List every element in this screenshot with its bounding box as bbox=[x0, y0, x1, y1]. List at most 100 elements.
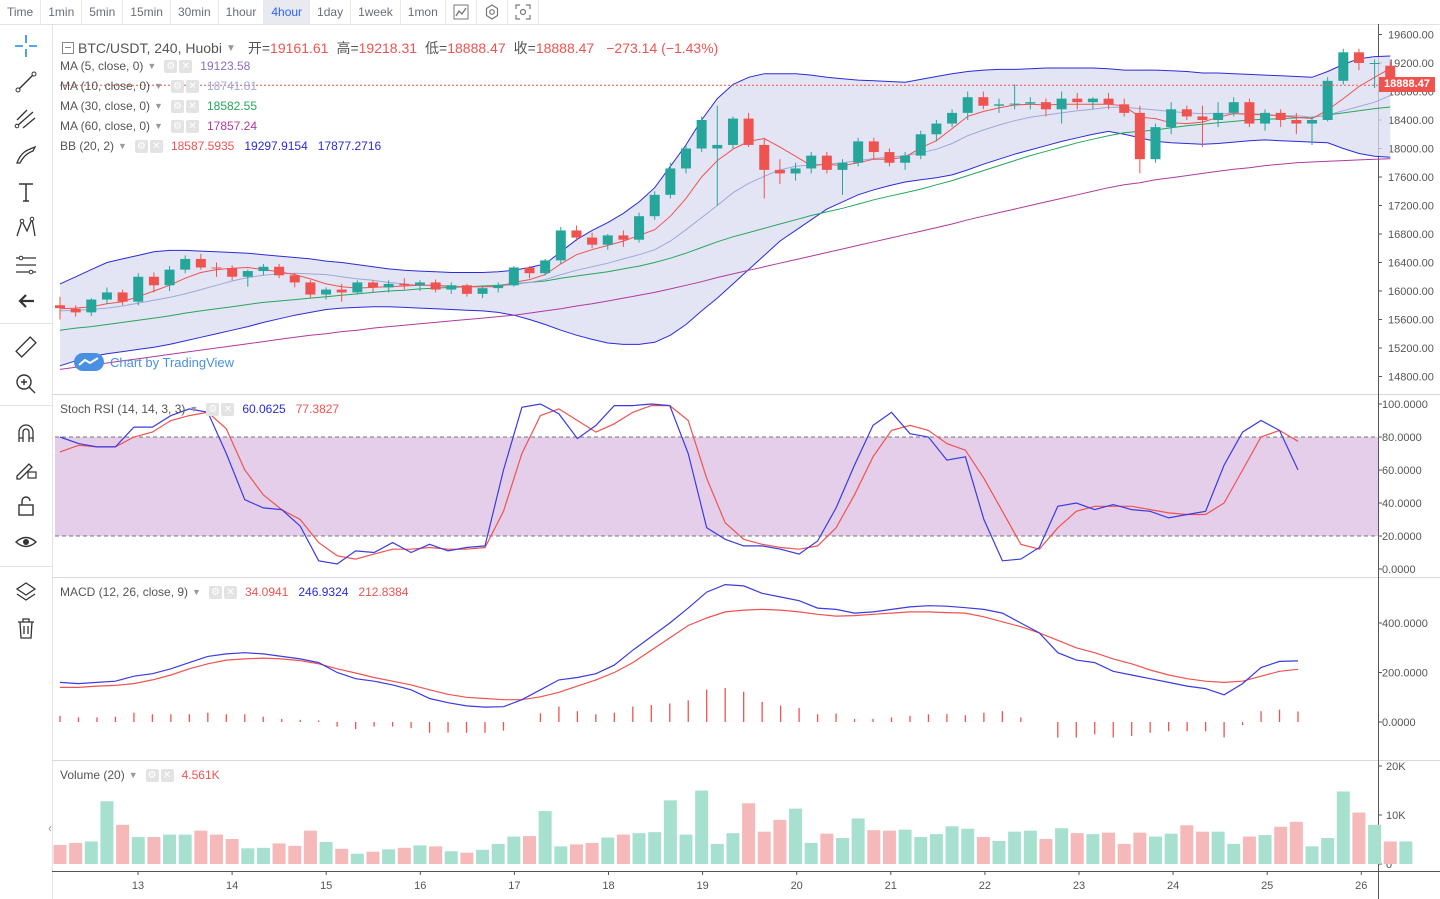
trash-tool[interactable] bbox=[10, 612, 42, 644]
zoom-tool[interactable] bbox=[10, 368, 42, 400]
scroll-left-icon[interactable]: ‹ bbox=[48, 821, 52, 835]
close-icon[interactable]: ✕ bbox=[185, 99, 199, 113]
gear-icon[interactable]: ⚙ bbox=[145, 768, 159, 782]
pattern-tool[interactable] bbox=[10, 212, 42, 244]
stoch-tick-label: 60.0000 bbox=[1382, 465, 1422, 477]
tf-1mon[interactable]: 1mon bbox=[401, 0, 446, 24]
fib-tool[interactable] bbox=[10, 249, 42, 281]
volume-bar bbox=[1352, 812, 1366, 864]
tf-15min[interactable]: 15min bbox=[123, 0, 171, 24]
tf-5min[interactable]: 5min bbox=[82, 0, 124, 24]
gear-icon[interactable]: ⚙ bbox=[164, 59, 178, 73]
tf-1min[interactable]: 1min bbox=[41, 0, 83, 24]
volume-bar bbox=[976, 837, 990, 864]
volume-bar bbox=[69, 842, 83, 864]
crosshair-tool[interactable] bbox=[10, 30, 42, 62]
tf-30min[interactable]: 30min bbox=[171, 0, 219, 24]
legend-stoch[interactable]: Stoch RSI (14, 14, 3, 3) ▼ ⚙ ✕ 60.0625 77.… bbox=[60, 402, 339, 416]
gear-icon[interactable]: ⚙ bbox=[170, 79, 184, 93]
volume-bar bbox=[1117, 843, 1131, 864]
layers-tool[interactable] bbox=[10, 576, 42, 608]
price-tick-label: 19600.00 bbox=[1388, 30, 1434, 42]
text-tool[interactable] bbox=[10, 176, 42, 208]
legend-ma5[interactable]: MA (5, close, 0) ▼ ⚙ ✕ 19123.58 bbox=[60, 59, 250, 73]
gear-icon[interactable]: ⚙ bbox=[134, 139, 148, 153]
close-icon[interactable]: ✕ bbox=[185, 119, 199, 133]
eye-tool[interactable] bbox=[10, 526, 42, 558]
close-icon[interactable]: ✕ bbox=[179, 59, 193, 73]
candle-body bbox=[649, 194, 660, 217]
legend-macd[interactable]: MACD (12, 26, close, 9) ▼ ⚙ ✕ 34.0941 246.… bbox=[60, 585, 408, 599]
caret-icon[interactable]: ▼ bbox=[118, 141, 127, 151]
candle-body bbox=[540, 260, 551, 274]
volume-tick-label: 20K bbox=[1386, 761, 1406, 773]
pitchfork-tool[interactable] bbox=[10, 103, 42, 135]
candle-body bbox=[1338, 52, 1349, 81]
close-icon[interactable]: ✕ bbox=[223, 585, 237, 599]
candle-body bbox=[242, 271, 253, 277]
caret-icon[interactable]: ▼ bbox=[147, 61, 157, 71]
candle-body bbox=[681, 148, 691, 169]
candle-body bbox=[727, 118, 738, 145]
gear-icon[interactable]: ⚙ bbox=[206, 402, 220, 416]
caret-icon[interactable]: ▼ bbox=[128, 770, 138, 780]
legend-ma30[interactable]: MA (30, close, 0) ▼ ⚙ ✕ 18582.55 bbox=[60, 99, 257, 113]
candle-body bbox=[1385, 65, 1396, 86]
close-icon[interactable]: ✕ bbox=[160, 768, 174, 782]
unlock-tool[interactable] bbox=[10, 490, 42, 522]
tf-4hour[interactable]: 4hour bbox=[264, 0, 311, 24]
ma60-line bbox=[59, 158, 1391, 370]
candle-body bbox=[1307, 120, 1317, 124]
brush-tool[interactable] bbox=[10, 139, 42, 171]
screenshot-button[interactable] bbox=[508, 0, 539, 24]
candle-body bbox=[55, 305, 65, 309]
ruler-tool[interactable] bbox=[10, 331, 42, 363]
back-tool[interactable] bbox=[10, 285, 42, 317]
gear-icon[interactable]: ⚙ bbox=[170, 99, 184, 113]
bb-lower-line bbox=[59, 130, 1391, 367]
symbol-caret-icon[interactable]: ▼ bbox=[225, 42, 236, 54]
indicators-button[interactable] bbox=[446, 0, 477, 24]
date-tick-label: 16 bbox=[414, 880, 426, 892]
symbol-label[interactable]: BTC/USDT, 240, Huobi bbox=[78, 40, 222, 56]
volume-bar bbox=[335, 848, 349, 864]
legend-volume[interactable]: Volume (20) ▼ ⚙ ✕ 4.561K bbox=[60, 768, 220, 782]
legend-ma60[interactable]: MA (60, close, 0) ▼ ⚙ ✕ 17857.24 bbox=[60, 119, 257, 133]
legend-bb[interactable]: BB (20, 2) ▼ ⚙ ✕ 18587.5935 19297.9154 178… bbox=[60, 139, 381, 153]
caret-icon[interactable]: ▼ bbox=[154, 101, 163, 111]
candle-body bbox=[1244, 102, 1255, 124]
volume-tick-label: 0 bbox=[1386, 859, 1392, 871]
volume-bar bbox=[100, 801, 114, 864]
tf-1day[interactable]: 1day bbox=[310, 0, 352, 24]
macd-tick-label: 200.0000 bbox=[1382, 668, 1428, 680]
volume-tick-label: 10K bbox=[1386, 810, 1406, 822]
volume-bar bbox=[710, 843, 724, 864]
caret-icon[interactable]: ▼ bbox=[192, 587, 201, 597]
close-icon[interactable]: ✕ bbox=[185, 79, 199, 93]
caret-icon[interactable]: ▼ bbox=[189, 404, 199, 414]
date-tick-label: 21 bbox=[885, 880, 897, 892]
close-icon[interactable]: ✕ bbox=[149, 139, 163, 153]
candle-body bbox=[211, 267, 222, 269]
close-icon[interactable]: ✕ bbox=[221, 402, 235, 416]
volume-bar bbox=[507, 836, 521, 864]
gear-icon[interactable]: ⚙ bbox=[208, 585, 222, 599]
tf-1week[interactable]: 1week bbox=[351, 0, 401, 24]
volume-bar bbox=[773, 819, 787, 864]
tradingview-watermark[interactable]: Chart by TradingView bbox=[74, 353, 234, 371]
tf-time[interactable]: Time bbox=[0, 0, 42, 24]
tf-1hour[interactable]: 1hour bbox=[219, 0, 265, 24]
trendline-tool[interactable] bbox=[10, 66, 42, 98]
date-tick-label: 17 bbox=[508, 880, 520, 892]
collapse-toggle[interactable] bbox=[62, 42, 74, 54]
gear-icon[interactable]: ⚙ bbox=[170, 119, 184, 133]
caret-icon[interactable]: ▼ bbox=[154, 121, 163, 131]
volume-bar bbox=[429, 846, 443, 864]
lock-draw-tool[interactable] bbox=[10, 453, 42, 485]
magnet-tool[interactable] bbox=[10, 417, 42, 449]
settings-button[interactable] bbox=[477, 0, 508, 24]
caret-icon[interactable]: ▼ bbox=[154, 81, 163, 91]
legend-ma10[interactable]: MA (10, close, 0) ▼ ⚙ ✕ 18741.81 bbox=[60, 79, 257, 93]
volume-bar bbox=[1211, 831, 1225, 864]
